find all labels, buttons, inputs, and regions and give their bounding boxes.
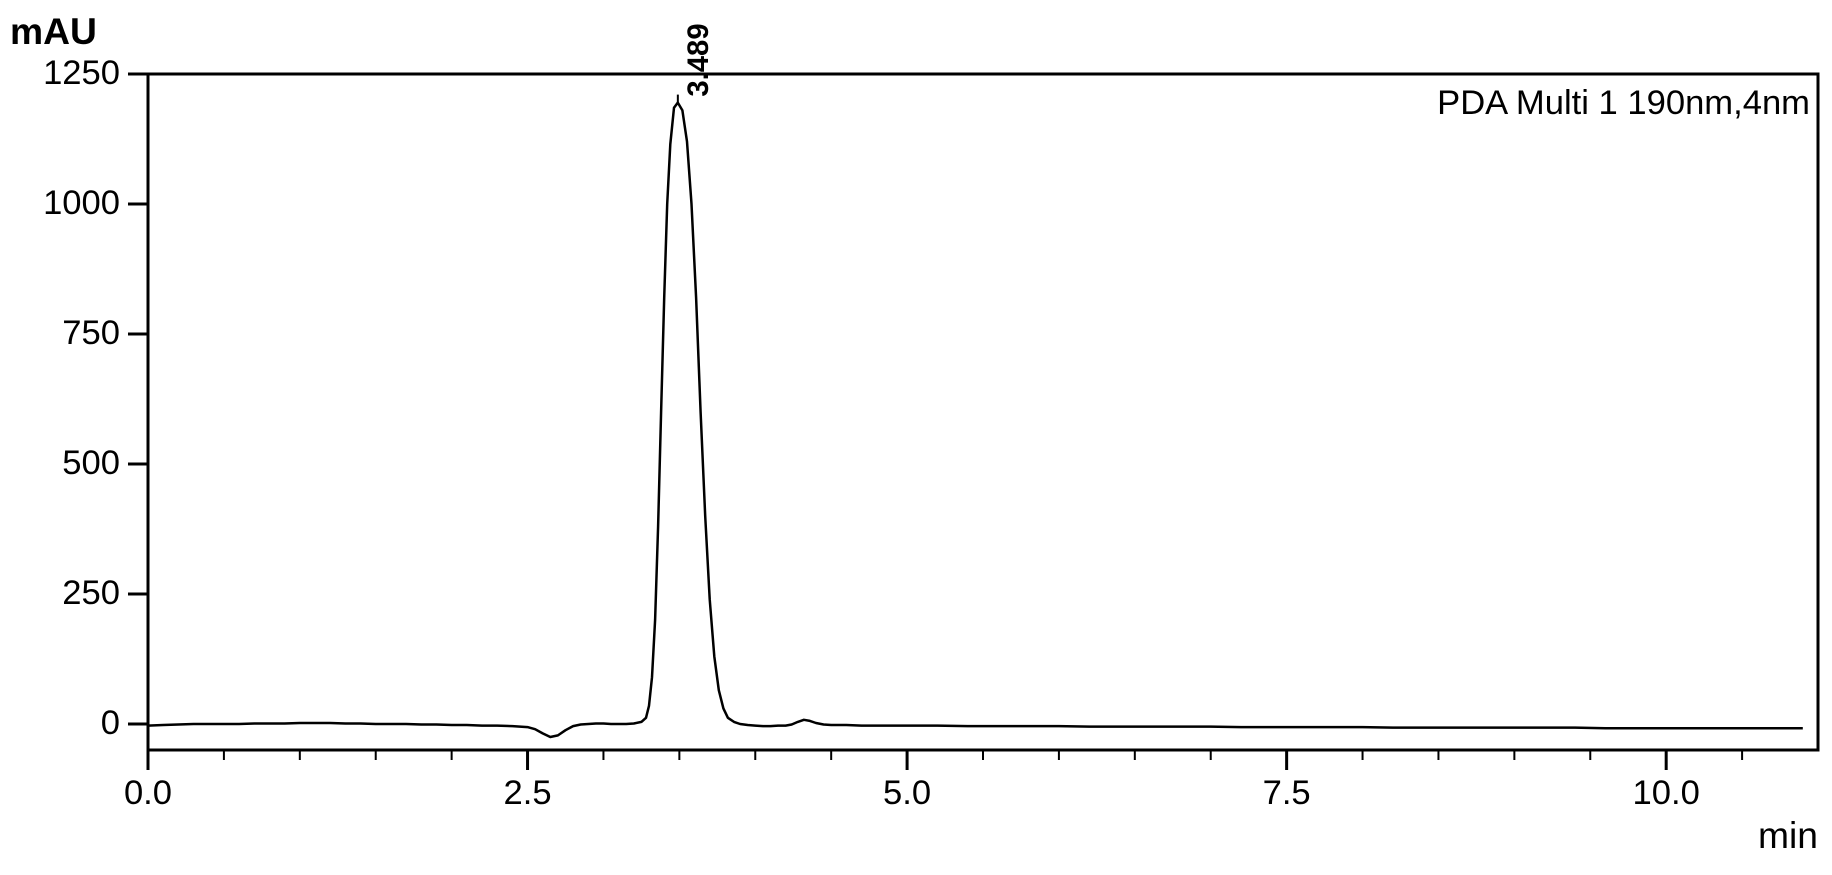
detector-label: PDA Multi 1 190nm,4nm xyxy=(1437,84,1810,122)
y-tick-label: 1000 xyxy=(43,184,120,222)
y-tick-label: 500 xyxy=(62,444,120,482)
x-tick-label: 0.0 xyxy=(124,774,172,812)
y-tick-label: 250 xyxy=(62,574,120,612)
x-axis-label: min xyxy=(1758,814,1818,856)
x-tick-label: 10.0 xyxy=(1633,774,1700,812)
x-tick-label: 7.5 xyxy=(1263,774,1311,812)
x-tick-label: 5.0 xyxy=(883,774,931,812)
y-tick-label: 750 xyxy=(62,314,120,352)
peak-label: 3.489 xyxy=(683,23,715,96)
chromatogram-chart: 0 250 500 750 1000 1250 0.0 2.5 5.0 7.5 10.0 3.489 P… xyxy=(0,0,1832,875)
y-axis-label: mAU xyxy=(10,10,97,52)
y-tick-label: 1250 xyxy=(43,54,120,92)
y-tick-label: 0 xyxy=(101,704,120,742)
chart-background xyxy=(0,0,1832,875)
x-tick-label: 2.5 xyxy=(504,774,552,812)
